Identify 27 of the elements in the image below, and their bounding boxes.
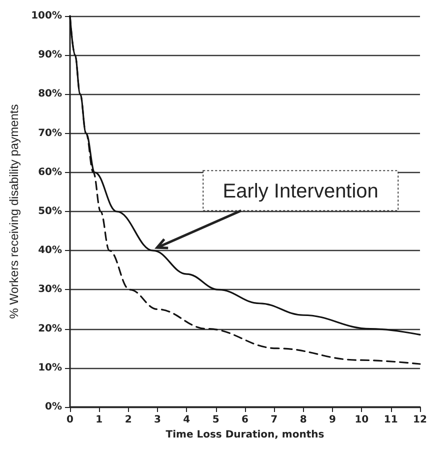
y-tick-label: 90% xyxy=(38,50,62,61)
y-tick-label: 20% xyxy=(38,323,62,334)
y-tick-label: 40% xyxy=(38,245,62,256)
x-tick-label: 4 xyxy=(183,414,190,426)
y-tick-label: 30% xyxy=(38,284,62,296)
x-tick-label: 6 xyxy=(242,414,249,426)
x-tick-label: 1 xyxy=(96,414,103,426)
x-tick-label: 5 xyxy=(212,414,220,426)
x-tick-label: 0 xyxy=(66,414,74,426)
x-tick-label: 12 xyxy=(413,414,427,426)
y-tick-label: 0% xyxy=(45,402,62,412)
y-axis-title: % Workers receiving disability payments xyxy=(7,104,22,319)
y-tick-label: 50% xyxy=(38,206,62,217)
x-tick-label: 2 xyxy=(124,414,132,426)
x-tick-label: 11 xyxy=(384,414,398,426)
x-tick-label: 9 xyxy=(329,414,336,426)
x-tick-label: 10 xyxy=(354,414,369,426)
x-axis-title: Time Loss Duration, months xyxy=(166,429,324,440)
x-tick-label: 7 xyxy=(270,414,278,426)
annotation: Early Intervention xyxy=(222,180,378,203)
x-tick-label: 8 xyxy=(300,414,307,426)
y-tick-label: 70% xyxy=(38,128,62,139)
y-tick-label: 10% xyxy=(38,362,62,374)
x-tick-label: 3 xyxy=(154,414,162,426)
y-tick-label: 60% xyxy=(38,166,62,178)
y-tick-label: 100% xyxy=(31,10,62,22)
y-tick-label: 80% xyxy=(38,88,62,100)
